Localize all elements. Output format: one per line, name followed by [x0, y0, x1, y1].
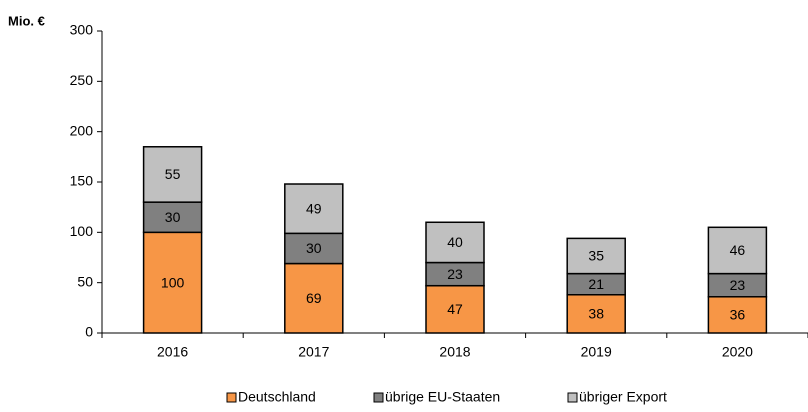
y-axis-label: Mio. € — [8, 13, 45, 28]
y-tick-label: 150 — [70, 173, 94, 189]
bar-segment — [707, 226, 768, 275]
bar-segment — [566, 237, 626, 275]
bar-segment — [284, 183, 344, 235]
data-label: 36 — [730, 307, 746, 323]
bar-segment — [566, 293, 626, 334]
x-tick-label: 2018 — [439, 344, 470, 360]
data-label: 38 — [588, 306, 604, 322]
data-label: 23 — [730, 277, 746, 293]
legend-swatch — [226, 392, 237, 403]
bar-segment — [142, 231, 203, 334]
y-tick-label: 250 — [70, 72, 94, 88]
data-label: 47 — [447, 301, 463, 317]
data-label: 23 — [447, 266, 463, 282]
data-label: 55 — [165, 166, 181, 182]
data-label: 21 — [588, 276, 604, 292]
legend-label: übrige EU-Staaten — [385, 389, 500, 405]
y-tick-label: 200 — [70, 122, 94, 138]
data-label: 100 — [161, 274, 185, 290]
legend-swatch — [373, 392, 384, 403]
data-label: 35 — [588, 248, 604, 264]
bar-segment — [142, 146, 203, 203]
y-tick-label: 300 — [70, 22, 94, 38]
bar-segment — [425, 221, 485, 264]
data-label: 30 — [165, 209, 181, 225]
data-label: 49 — [306, 200, 322, 216]
bar-segment — [284, 232, 344, 265]
y-tick-label: 100 — [70, 223, 94, 239]
legend-label: übriger Export — [579, 389, 667, 405]
bar-segment — [707, 296, 768, 334]
legend-swatch — [567, 392, 578, 403]
x-tick-label: 2020 — [722, 344, 753, 360]
x-tick-label: 2017 — [298, 344, 329, 360]
data-label: 69 — [306, 290, 322, 306]
data-label: 46 — [730, 242, 746, 258]
bar-segment — [425, 284, 485, 334]
bar-segment — [142, 201, 203, 234]
data-label: 30 — [306, 240, 322, 256]
y-tick-label: 0 — [85, 324, 93, 340]
data-label: 40 — [447, 234, 463, 250]
x-tick-label: 2019 — [581, 344, 612, 360]
bar-segment — [284, 262, 344, 334]
y-tick-label: 50 — [77, 273, 93, 289]
legend-label: Deutschland — [238, 389, 316, 405]
x-tick-label: 2016 — [157, 344, 188, 360]
